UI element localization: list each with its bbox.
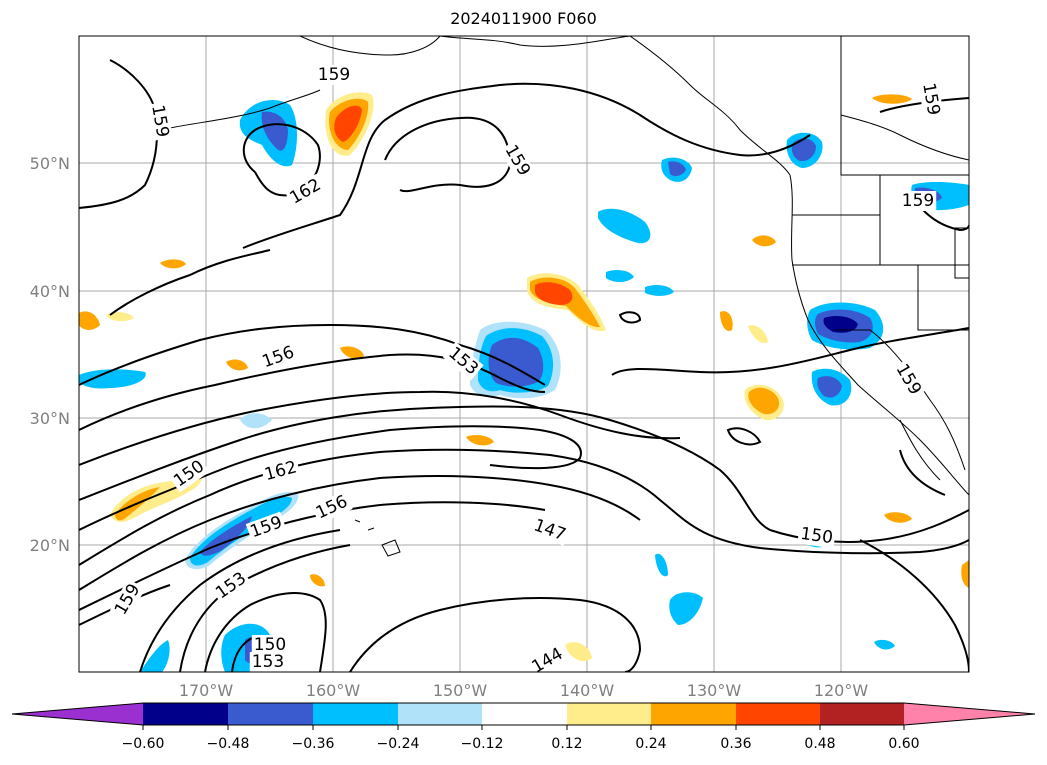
colorbar-extend-left	[12, 703, 143, 725]
colorbar-segment	[482, 703, 567, 725]
lat-label: 40°N	[30, 282, 70, 301]
lon-label: 140°W	[560, 681, 615, 700]
colorbar-segment	[228, 703, 313, 725]
lat-label: 30°N	[30, 409, 70, 428]
colorbar-segment	[651, 703, 736, 725]
lon-labels: 170°W 160°W 150°W 140°W 130°W 120°W	[179, 681, 869, 700]
colorbar-tick-label: 0.48	[804, 736, 835, 752]
lat-labels: 50°N 40°N 30°N 20°N	[30, 154, 70, 555]
lon-label: 150°W	[433, 681, 488, 700]
colorbar-segment	[820, 703, 904, 725]
colorbar-tick-label: 0.12	[551, 736, 582, 752]
lat-label: 20°N	[30, 536, 70, 555]
colorbar-tick-label: −0.12	[461, 736, 504, 752]
lon-label: 120°W	[814, 681, 869, 700]
map-title: 2024011900 F060	[450, 9, 597, 28]
colorbar-tick-label: −0.48	[207, 736, 250, 752]
colorbar-segment	[398, 703, 482, 725]
contour-label: 150	[254, 635, 286, 655]
colorbar: −0.60 −0.48 −0.36 −0.24 −0.12 0.12 0.24 …	[11, 702, 1036, 752]
lat-label: 50°N	[30, 154, 70, 173]
lon-label: 170°W	[179, 681, 234, 700]
contour-label: 153	[252, 652, 284, 672]
contour-label: 159	[318, 65, 350, 85]
colorbar-segment	[143, 703, 228, 725]
colorbar-extend-right	[904, 703, 1035, 725]
colorbar-tick-label: 0.36	[720, 736, 751, 752]
colorbar-tick-label: −0.60	[122, 736, 165, 752]
lon-label: 130°W	[687, 681, 742, 700]
coastlines	[169, 36, 969, 557]
colorbar-segment	[313, 703, 398, 725]
contour-label: 159	[902, 191, 934, 211]
colorbar-tick-label: 0.60	[888, 736, 919, 752]
colorbar-segment	[736, 703, 820, 725]
colorbar-tick-label: −0.24	[377, 736, 420, 752]
colorbar-tick-label: −0.36	[292, 736, 335, 752]
colorbar-tick-label: 0.24	[635, 736, 666, 752]
lon-label: 160°W	[306, 681, 361, 700]
map-frame	[78, 35, 970, 673]
contour-label: 150	[799, 524, 834, 548]
colorbar-segment	[567, 703, 651, 725]
